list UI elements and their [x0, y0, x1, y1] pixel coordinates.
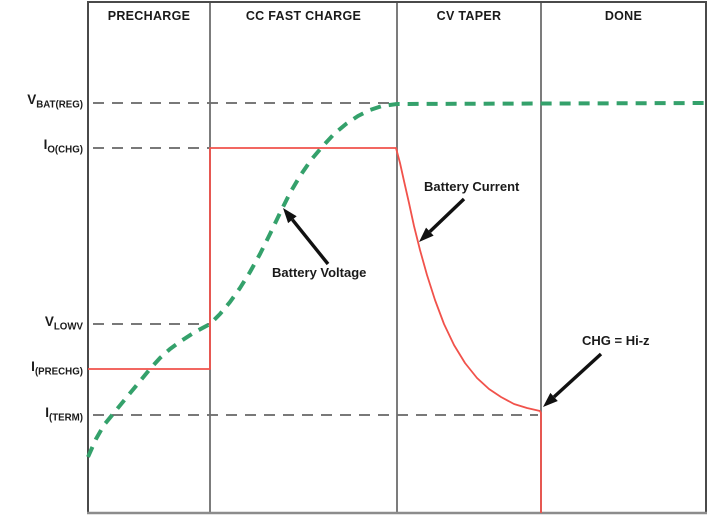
arrow-head-chg-hiz	[543, 392, 558, 407]
phase-header-cv-taper: CV TAPER	[436, 9, 502, 23]
arrow-line-chg-hiz	[552, 352, 603, 399]
arrow-line-battery-current	[428, 197, 466, 233]
phase-header-done: DONE	[604, 9, 643, 23]
level-label-io-chg: IO(CHG)	[43, 137, 83, 156]
annotation-battery-voltage: Battery Voltage	[272, 265, 367, 280]
plot-border	[87, 1, 707, 513]
arrow-head-battery-voltage	[283, 208, 297, 224]
annotation-chg-hiz: CHG = Hi-z	[582, 333, 650, 348]
annotation-battery-current: Battery Current	[424, 179, 520, 194]
arrow-line-battery-voltage	[291, 218, 330, 266]
level-label-vbat-reg: VBAT(REG)	[27, 92, 83, 111]
phase-header-precharge: PRECHARGE	[107, 9, 191, 23]
level-label-v-lowv: VLOWV	[44, 314, 83, 333]
battery-voltage-curve	[86, 101, 707, 458]
level-label-i-term: I(TERM)	[45, 405, 83, 424]
phase-header-cc-fast-charge: CC FAST CHARGE	[245, 9, 362, 23]
arrow-head-battery-current	[419, 227, 434, 242]
level-label-i-prechg: I(PRECHG)	[31, 359, 83, 378]
battery-current-curve	[88, 147, 542, 513]
